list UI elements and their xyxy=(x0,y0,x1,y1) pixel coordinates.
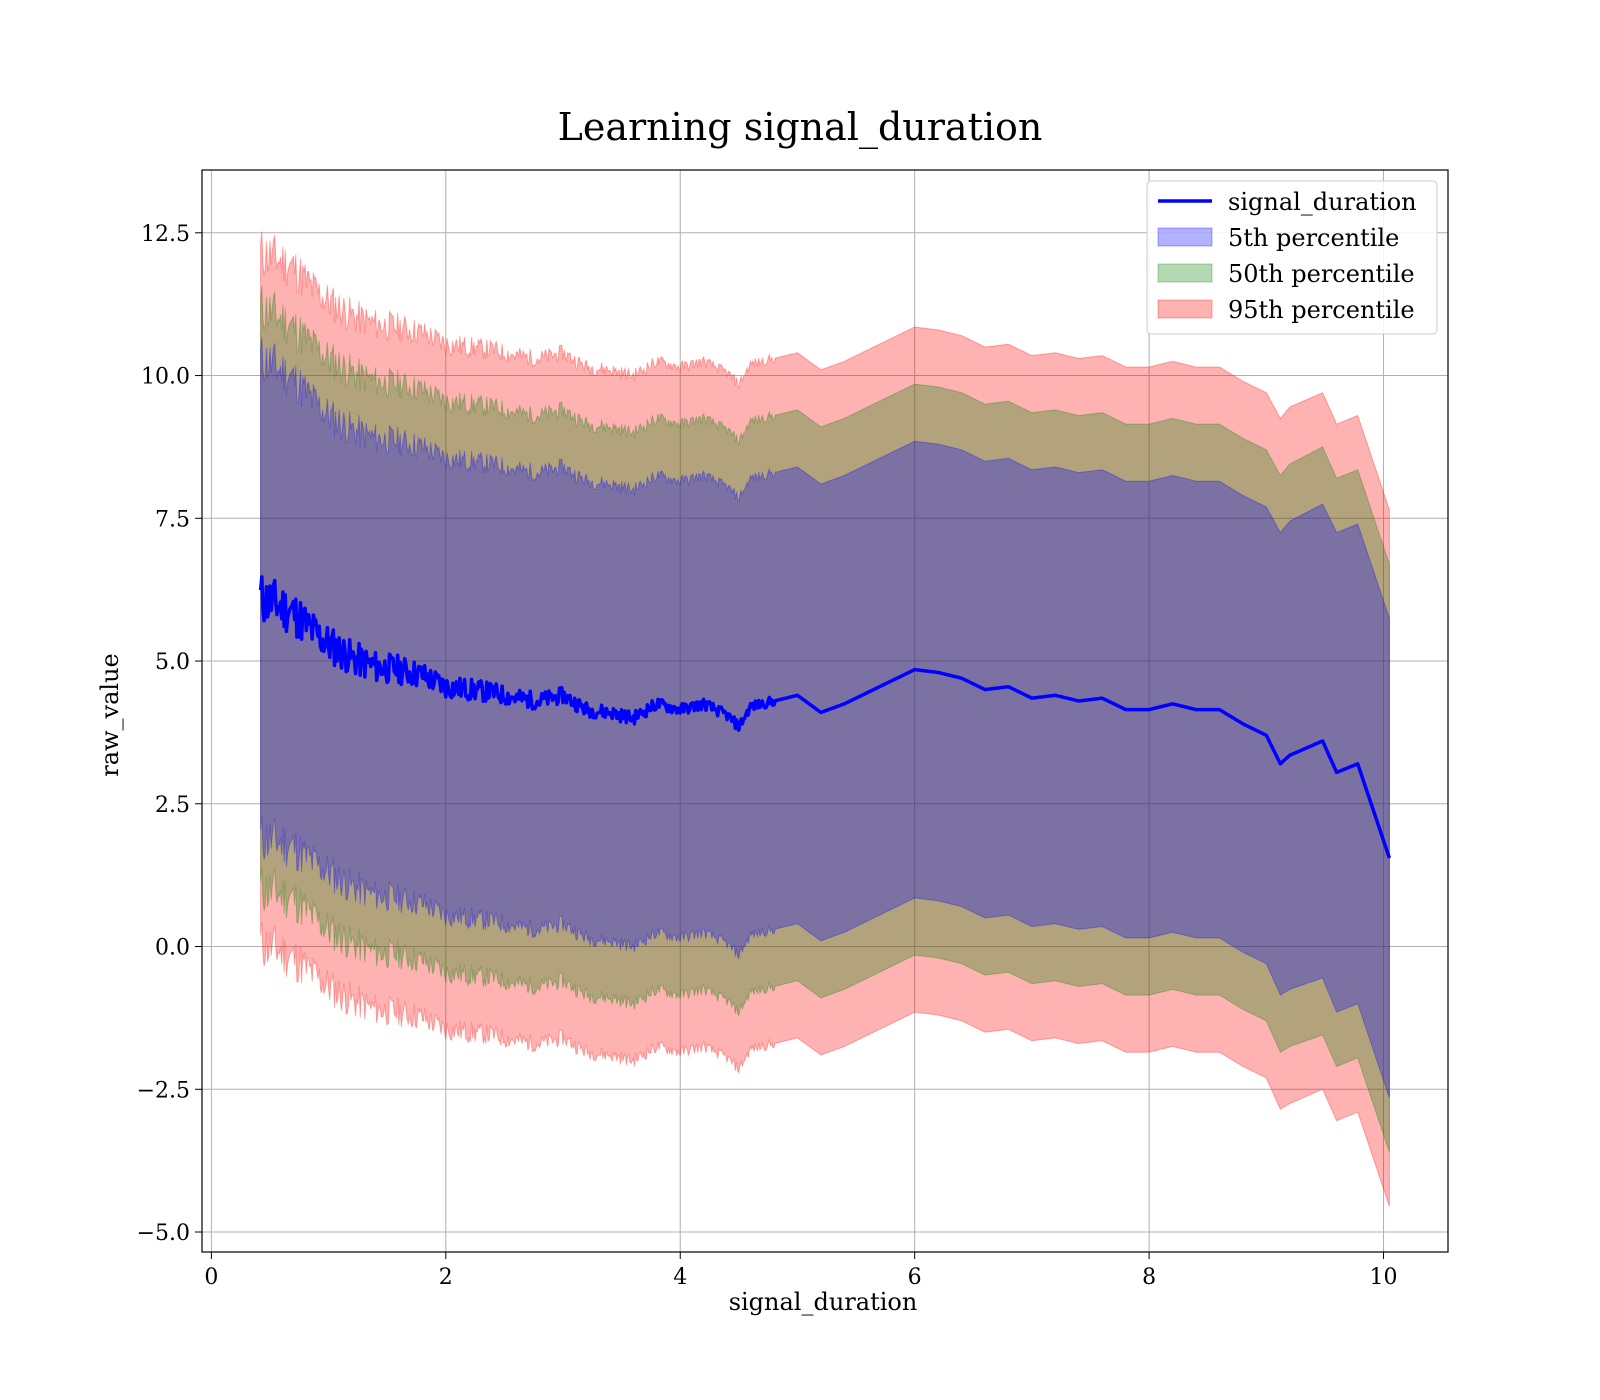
y-tick-label: −2.5 xyxy=(137,1078,190,1103)
legend-swatch-95th xyxy=(1157,299,1213,319)
x-tick-label: 8 xyxy=(1142,1265,1156,1290)
legend-box xyxy=(1146,180,1438,335)
band-5th-percentile xyxy=(260,337,1390,1098)
y-tick-label: 2.5 xyxy=(155,793,190,818)
legend-label-5th: 5th percentile xyxy=(1228,224,1399,252)
x-tick-label: 10 xyxy=(1370,1265,1398,1290)
x-tick-label: 2 xyxy=(439,1265,453,1290)
plot-frame xyxy=(201,169,1449,1253)
chart-title: Learning signal_duration xyxy=(558,105,1043,150)
legend-swatch-50th xyxy=(1157,263,1213,283)
y-tick-label: 7.5 xyxy=(155,507,190,532)
line-layer xyxy=(258,575,1392,859)
y-tick-label: 10.0 xyxy=(141,365,190,390)
x-axis-label: signal_duration xyxy=(729,1288,918,1316)
y-axis-label: raw_value xyxy=(96,653,124,777)
band-95th-percentile xyxy=(260,231,1390,1207)
percentile-bands xyxy=(260,231,1390,1207)
legend-label-line: signal_duration xyxy=(1228,188,1417,216)
y-tick-label: 12.5 xyxy=(141,222,190,247)
legend-label-95th: 95th percentile xyxy=(1228,296,1415,324)
x-tick-label: 0 xyxy=(204,1265,218,1290)
legend-label-50th: 50th percentile xyxy=(1228,260,1415,288)
legend: signal_duration 5th percentile 50th perc… xyxy=(1146,180,1438,335)
ticks: 0 2 4 6 8 10 −5.0 −2.5 0.0 2.5 5.0 7.5 10.0 12.5 xyxy=(137,222,1398,1290)
x-tick-label: 4 xyxy=(673,1265,687,1290)
signal-duration-line xyxy=(258,575,1392,859)
x-tick-label: 6 xyxy=(908,1265,922,1290)
y-tick-label: 5.0 xyxy=(155,650,190,675)
band-50th-percentile xyxy=(260,285,1390,1153)
y-tick-label: 0.0 xyxy=(155,936,190,961)
legend-swatch-5th xyxy=(1157,227,1213,247)
y-tick-label: −5.0 xyxy=(137,1221,190,1246)
